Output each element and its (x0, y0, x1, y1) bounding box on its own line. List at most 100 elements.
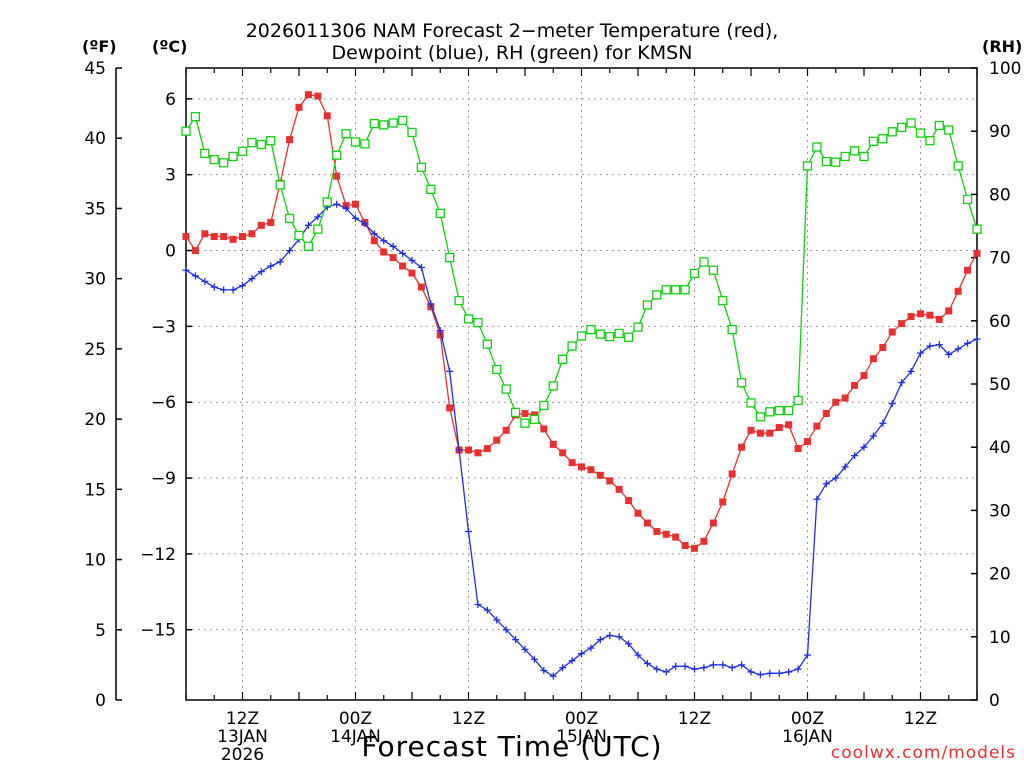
rh-point (181, 126, 191, 136)
rh-point (812, 142, 822, 152)
rh-point (275, 180, 285, 190)
temperature-point (935, 315, 943, 323)
rh-point (755, 412, 766, 422)
rh-point (407, 127, 417, 138)
unit-label-celsius: (ºC) (152, 37, 188, 56)
rh-point (906, 118, 916, 128)
temperature-point (691, 544, 698, 552)
dewpoint-point (945, 351, 953, 359)
temperature-point (756, 429, 764, 437)
temperature-point (304, 91, 312, 99)
temperature-point (738, 443, 746, 451)
temperature-point (700, 537, 708, 545)
temperature-point (559, 449, 567, 457)
dewpoint-point (389, 242, 397, 250)
temperature-point (474, 449, 482, 457)
x-tick-date: 15JAN (556, 727, 607, 747)
dewpoint-point (869, 432, 877, 440)
temperature-point (257, 221, 265, 229)
credit-link[interactable]: coolwx.com/models (830, 743, 1016, 763)
rh-point (897, 122, 907, 133)
temperature-point (295, 103, 303, 111)
temperature-point (888, 328, 896, 336)
dewpoint-point (681, 662, 689, 670)
dewpoint-point (756, 671, 764, 679)
dewpoint-point (860, 443, 868, 451)
temperature-point (907, 313, 915, 321)
temperature-point (521, 409, 529, 417)
dewpoint-point (606, 631, 614, 639)
dewpoint-point (879, 419, 887, 427)
dewpoint-point (182, 266, 190, 274)
temperature-point (380, 248, 388, 256)
dewpoint-point (719, 661, 727, 669)
dewpoint-point (210, 283, 218, 291)
temperature-point (596, 471, 604, 479)
dewpoint-point (427, 300, 435, 308)
rh-point (727, 324, 737, 335)
temperature-point (728, 470, 736, 478)
x-tick-label: 12Z (904, 709, 937, 729)
rh-point (623, 332, 634, 342)
x-tick-year: 2026 (221, 745, 264, 765)
rh-line (185, 115, 978, 424)
x-tick-date: 16JAN (782, 727, 833, 747)
rh-point (586, 324, 596, 335)
rh-point (802, 161, 813, 171)
rh-point (322, 197, 332, 207)
dewpoint-point (898, 379, 906, 387)
temperature-point (578, 463, 585, 471)
dewpoint-point (286, 247, 294, 255)
dewpoint-point (540, 667, 548, 675)
dewpoint-point (832, 474, 840, 482)
x-tick-date: 13JAN (217, 727, 268, 747)
rh-point (944, 125, 954, 135)
rh-point (821, 156, 831, 167)
rh-point (266, 136, 276, 146)
temperature-point (954, 287, 962, 295)
axes: 051015202530354045−15−12−9−6−30360102030… (84, 59, 1021, 765)
rh-series (181, 112, 982, 428)
temperature-point (634, 509, 642, 517)
fahrenheit-tick-label: 30 (84, 270, 106, 290)
rh-point (209, 154, 219, 165)
rh-point (190, 112, 201, 122)
dewpoint-point (700, 664, 708, 672)
rh-point (341, 129, 351, 139)
rh-point (294, 230, 304, 241)
temperature-point (785, 421, 793, 429)
rh-point (784, 405, 794, 416)
rh-point (689, 268, 700, 279)
rh-point (529, 414, 540, 425)
temperature-point (239, 233, 246, 241)
temperature-point (964, 266, 972, 274)
dewpoint-point (578, 650, 585, 658)
dewpoint-point (483, 606, 491, 614)
temperature-point (182, 233, 190, 241)
dewpoint-point (201, 277, 209, 285)
dewpoint-point (493, 616, 501, 624)
dewpoint-point (446, 367, 454, 375)
temperature-point (869, 355, 877, 363)
rh-point (539, 400, 549, 411)
x-tick-label: 12Z (452, 709, 485, 729)
celsius-tick-label: 0 (165, 242, 176, 262)
temperature-point (973, 249, 981, 257)
temperature-point (483, 445, 491, 453)
celsius-tick-label: −6 (151, 393, 176, 413)
temperature-point (804, 438, 811, 446)
dewpoint-point (851, 452, 859, 460)
rh-tick-label: 0 (989, 691, 1000, 711)
rh-point (859, 151, 869, 162)
temperature-point (775, 424, 783, 432)
temperature-point (926, 311, 934, 319)
dewpoint-point (615, 633, 623, 641)
rh-point (369, 118, 379, 129)
rh-point (887, 127, 897, 137)
rh-point (200, 148, 210, 158)
x-tick-label: 12Z (678, 709, 711, 729)
dewpoint-point (549, 672, 557, 680)
rh-point (501, 384, 511, 394)
dewpoint-point (804, 651, 811, 659)
dewpoint-point (559, 664, 567, 672)
